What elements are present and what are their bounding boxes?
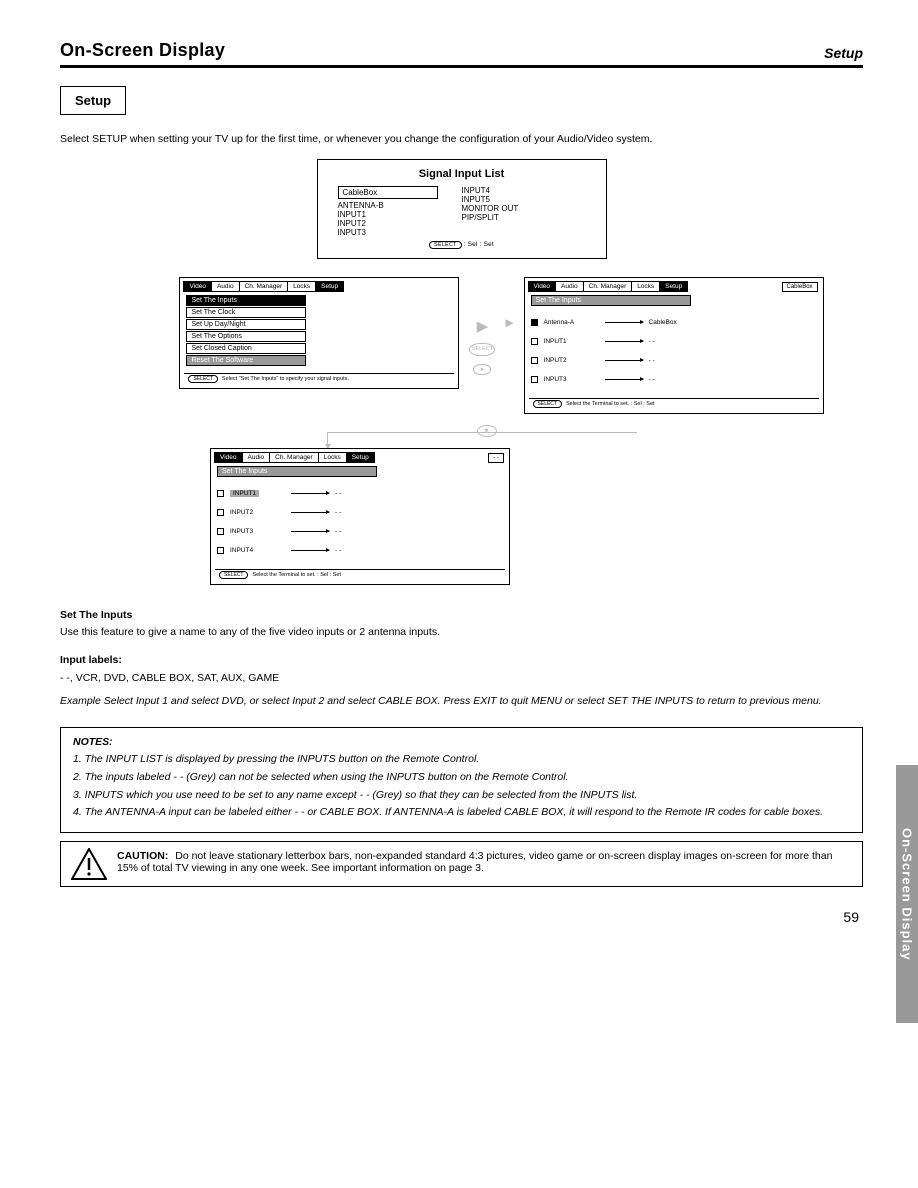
menu-item: Set The Options [186,331,306,342]
section-label: Setup [60,86,126,115]
inputlist-item: PIP/SPLIT [462,213,586,222]
intro-text: Select SETUP when setting your TV up for… [60,133,863,147]
inputlist-item: INPUT1 [338,210,462,219]
flow-arrows: ▶ SELECT ▸ [469,277,495,375]
menu-item: Set Closed Caption [186,343,306,354]
side-tab: On-Screen Display [896,765,918,1023]
caution-box: CAUTION: Do not leave stationary letterb… [60,841,863,887]
header-title: On-Screen Display [60,40,225,61]
inputlist-footer: SELECT : Sel : Set [318,241,606,248]
menu-item: Set The Inputs [186,295,306,306]
inputlist-item: INPUT2 [338,219,462,228]
caution-text: Do not leave stationary letterbox bars, … [117,850,832,874]
menu-item: Set The Inputs [217,466,377,477]
flow-down-arrow: ▾ [287,422,637,442]
selected-value: - - [488,453,504,463]
set-inputs-heading: Set The Inputs [60,609,860,623]
signal-input-list: Signal Input List CableBox ANTENNA-B INP… [317,159,607,259]
inputlist-item: INPUT3 [338,228,462,237]
caution-heading: CAUTION: [117,850,168,862]
select-button-icon: SELECT [469,343,495,356]
set-inputs-text: Use this feature to give a name to any o… [60,626,860,640]
menu-item: Reset The Software [186,355,306,366]
menu-item: Set The Clock [186,307,306,318]
notes-line: 4. The ANTENNA-A input can be labeled ei… [73,806,850,820]
inputlist-item: ANTENNA-B [338,201,462,210]
warning-icon [71,848,107,880]
inputlist-item: INPUT5 [462,195,586,204]
inputlist-item: CableBox [338,186,438,199]
down-button-icon: ▾ [477,425,497,437]
menu-item: Set The Inputs [531,295,691,306]
menu-item: Set Up Day/Night [186,319,306,330]
labels-heading: Input labels: [60,654,860,668]
labels-line: - -, VCR, DVD, CABLE BOX, SAT, AUX, GAME [60,672,860,686]
notes-box: NOTES: 1. The INPUT LIST is displayed by… [60,727,863,833]
page-header: On-Screen Display Setup [60,40,863,68]
osd-setup-menu: Video Audio Ch. Manager Locks Setup Set … [179,277,459,389]
example-text: Example Select Input 1 and select DVD, o… [60,695,860,709]
selected-value: CableBox [782,282,818,292]
inputlist-item: INPUT4 [462,186,586,195]
osd-set-inputs-2: Video Audio Ch. Manager Locks Setup Set … [210,448,510,585]
header-sub: Setup [824,45,863,61]
osd-set-inputs-1: Video Audio Ch. Manager Locks Setup Set … [524,277,824,414]
notes-heading: NOTES: [73,736,850,750]
page-number: 59 [60,909,863,925]
notes-line: 1. The INPUT LIST is displayed by pressi… [73,753,850,767]
right-button-icon: ▸ [473,364,491,375]
inputlist-item: MONITOR OUT [462,204,586,213]
inputlist-title: Signal Input List [318,168,606,180]
notes-line: 2. The inputs labeled - - (Grey) can not… [73,771,850,785]
notes-line: 3. INPUTS which you use need to be set t… [73,789,850,803]
